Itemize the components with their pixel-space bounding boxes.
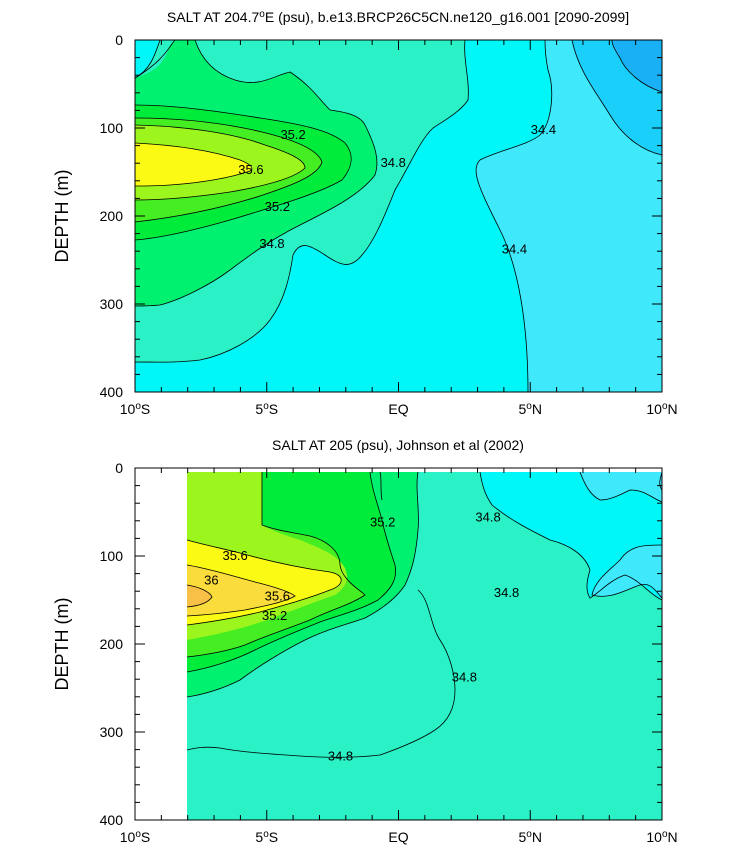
panel-top-contour-lines [134,39,663,393]
panel-top-contour-fills [135,40,662,392]
contour-line [186,472,366,658]
contour-line [134,39,378,307]
contour-label: 35.2 [280,127,305,142]
contour-line [134,117,323,223]
contour-label: 35.6 [238,162,263,177]
region-salt-36-0 [187,565,295,616]
contour-line [134,39,469,363]
region-salt-34-4 [580,472,662,502]
contour-line [134,124,306,201]
region-salt-35-8 [135,143,252,186]
panel-bottom-title: SALT AT 205 (psu), Johnson et al (2002) [272,437,524,453]
x-tick-label: 5oS [255,401,278,417]
contour-line [134,39,176,79]
contour-label: 34.8 [494,585,519,600]
contour-line [479,471,663,601]
contour-line [186,539,342,626]
y-tick-label: 200 [100,636,124,652]
region-salt-36-2 [187,585,212,607]
x-tick-label: 10oS [120,829,150,845]
contour-line [186,471,397,673]
contour-line [579,471,663,503]
contour-line [186,584,213,608]
contour-label: 34.8 [475,509,500,524]
contour-label: 35.6 [265,588,290,603]
contour-label: 34.8 [381,155,406,170]
contour-label: 34.8 [452,669,477,684]
y-tick-label: 300 [100,724,124,740]
contour-label: 35.2 [370,515,395,530]
y-tick-label: 400 [100,384,124,400]
panel-bottom-contour-labels: 35.6 36 35.6 35.2 35.2 34.8 34.8 34.8 34.8 [204,509,519,764]
y-tick-label: 0 [115,460,123,476]
contour-line [186,471,419,698]
panel-top: SALT AT 204.7oE (psu), b.e13.BRCP26C5CN.… [52,9,678,417]
panel-bottom-ticks: 10oS 5oS EQ 5oN 10oN 0 100 200 300 400 [100,460,678,845]
contour-line [134,104,352,241]
contour-label: 34.8 [328,749,353,764]
y-tick-label: 0 [115,32,123,48]
x-tick-label: 5oN [519,401,542,417]
x-tick-label: 5oN [519,829,542,845]
y-tick-label: 300 [100,296,124,312]
panel-top-title: SALT AT 204.7oE (psu), b.e13.BRCP26C5CN.… [167,9,629,25]
contour-label: 35.2 [265,199,290,214]
region-salt-34-0 [612,40,662,92]
contour-line [134,142,253,187]
panel-bottom-ylabel: DEPTH (m) [52,598,72,691]
x-tick-label: EQ [388,829,408,845]
x-tick-label: 5oS [255,829,278,845]
contour-label: 35.2 [262,608,287,623]
y-tick-label: 100 [100,120,124,136]
contour-line [379,471,383,501]
panel-bottom-contour-lines [186,471,663,758]
contour-line [475,39,553,393]
y-tick-label: 200 [100,208,124,224]
contour-label: 34.4 [531,122,556,137]
region-salt-34-4 [592,545,662,598]
x-tick-label: 10oN [646,829,677,845]
contour-line [186,564,296,617]
x-tick-label: EQ [388,401,408,417]
x-tick-label: 10oN [646,401,677,417]
y-tick-label: 100 [100,548,124,564]
panel-bottom-contour-fills [187,472,662,820]
contour-line [186,589,456,758]
y-tick-label: 400 [100,812,124,828]
x-tick-label: 10oS [120,401,150,417]
contour-label: 34.8 [259,236,284,251]
panel-top-ylabel: DEPTH (m) [52,170,72,263]
contour-line [611,39,663,93]
contour-label: 36 [204,573,218,588]
contour-label: 34.4 [502,241,527,256]
contour-line [571,39,663,156]
region-salt-34-6-pocket [135,40,160,78]
contour-label: 35.6 [222,548,247,563]
contour-line [591,544,663,599]
panel-top-contour-labels: 35.2 35.6 35.2 34.8 34.8 34.4 34.4 [238,122,556,257]
region-salt-34-4 [476,40,662,392]
panel-bottom: SALT AT 205 (psu), Johnson et al (2002) [52,437,678,845]
panel-top-ticks: 10oS 5oS EQ 5oN 10oN 0 100 200 300 400 [100,32,678,417]
